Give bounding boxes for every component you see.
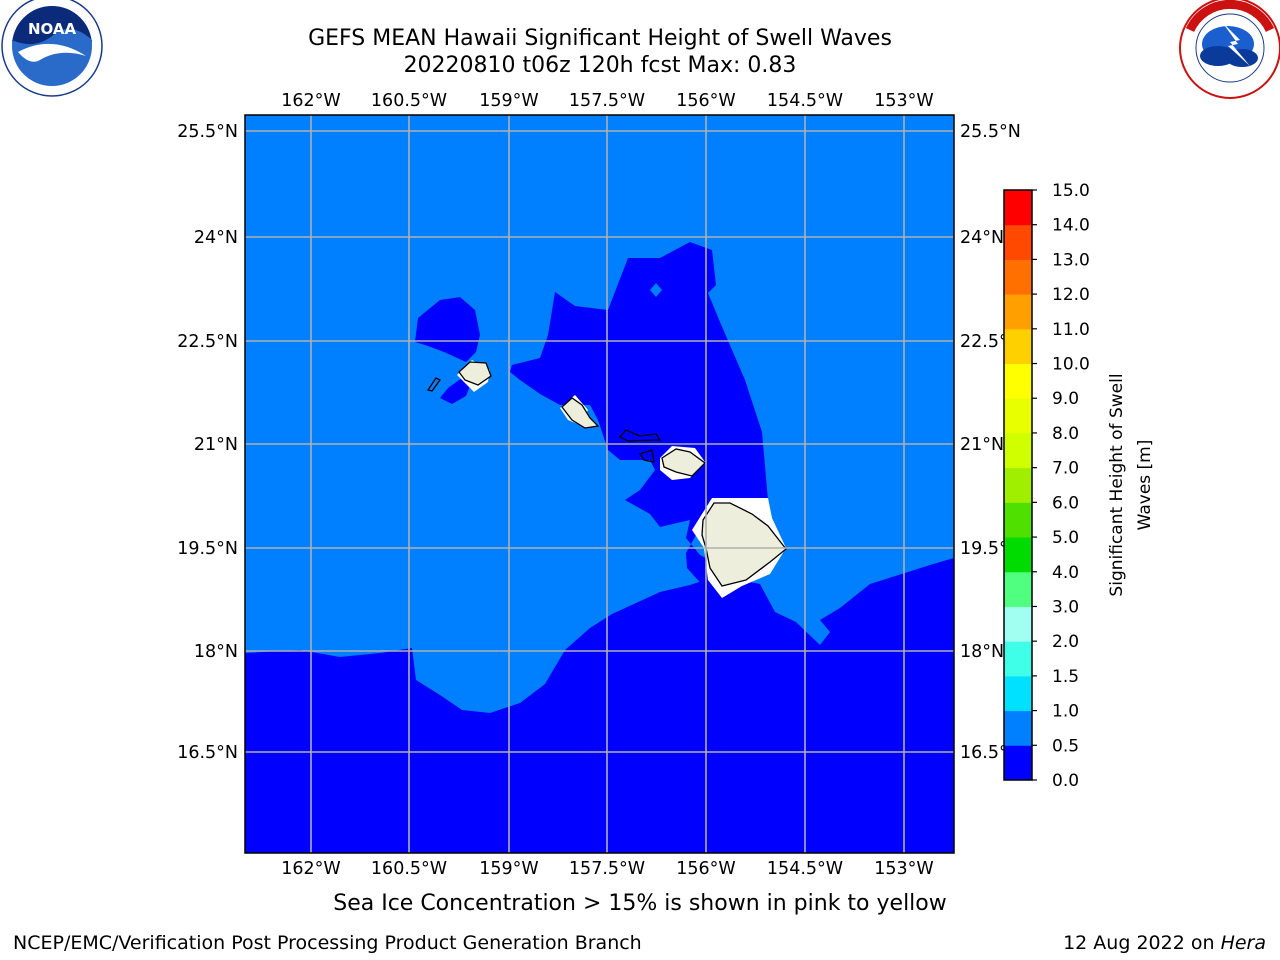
colorbar-label-line2: Waves [m] (1135, 440, 1155, 531)
colorbar-swatch (1004, 641, 1032, 677)
colorbar-swatch (1004, 224, 1032, 260)
noaa-logo-icon: NOAA (1, 0, 103, 97)
latitude-labels-left: 25.5°N 24°N 22.5°N 21°N 19.5°N 18°N 16.5°N (177, 122, 238, 763)
sea-ice-note: Sea Ice Concentration > 15% is shown in … (333, 891, 947, 916)
longitude-label: 162°W (281, 91, 340, 111)
latitude-label: 18°N (194, 642, 238, 662)
longitude-label: 159°W (479, 859, 538, 879)
colorbar-swatch (1004, 432, 1032, 469)
longitude-labels-top: 162°W 160.5°W 159°W 157.5°W 156°W 154.5°W 153°… (281, 91, 933, 111)
colorbar-label-line1: Significant Height of Swell (1107, 373, 1127, 596)
swell-field-0-0-5-south (245, 558, 954, 853)
longitude-label: 162°W (281, 859, 340, 879)
colorbar-tick-label: 13.0 (1052, 250, 1090, 270)
longitude-label: 156°W (676, 91, 735, 111)
colorbar-swatch (1004, 467, 1032, 503)
nws-logo-icon (1179, 0, 1280, 99)
latitude-label: 21°N (960, 435, 1004, 455)
colorbar-swatch (1004, 328, 1032, 365)
longitude-label: 160.5°W (371, 91, 447, 111)
colorbar-swatch (1004, 537, 1032, 573)
colorbar-swatch (1004, 710, 1032, 746)
colorbar-tick-label: 8.0 (1052, 424, 1079, 444)
colorbar-tick-label: 15.0 (1052, 181, 1090, 201)
longitude-label: 154.5°W (767, 91, 843, 111)
colorbar-tick-label: 2.0 (1052, 632, 1079, 652)
colorbar-tick-label: 6.0 (1052, 493, 1079, 513)
colorbar-tick-label: 5.0 (1052, 528, 1079, 548)
map-border (244, 114, 955, 854)
colorbar-tick-label: 7.0 (1052, 459, 1079, 479)
latitude-label: 24°N (194, 228, 238, 248)
latitude-label: 25.5°N (960, 122, 1021, 142)
colorbar-tick-label: 14.0 (1052, 216, 1090, 236)
longitude-labels-bottom: 162°W 160.5°W 159°W 157.5°W 156°W 154.5°W 153°… (281, 859, 933, 879)
latitude-label: 24°N (960, 228, 1004, 248)
longitude-label: 156°W (676, 859, 735, 879)
date-text: 12 Aug 2022 on Hera (1063, 932, 1266, 954)
colorbar-swatch (1004, 363, 1032, 399)
longitude-label: 157.5°W (569, 859, 645, 879)
colorbar-tick-label: 12.0 (1052, 285, 1090, 305)
swell-field-0-0-5-north (510, 242, 768, 588)
date-label: 12 Aug 2022 on (1063, 932, 1221, 954)
colorbar: 0.0 0.5 1.0 1.5 2.0 3.0 4.0 5.0 6.0 7.0 8.0 9.0 10.0… (1003, 181, 1090, 791)
swell-field-0-0-5-kauai (415, 297, 480, 362)
colorbar-swatch (1004, 675, 1032, 712)
colorbar-tick-label: 3.0 (1052, 597, 1079, 617)
colorbar-tick-label: 0.5 (1052, 736, 1079, 756)
latitude-label: 19.5°N (177, 539, 238, 559)
colorbar-tick-label: 1.5 (1052, 667, 1079, 687)
longitude-label: 153°W (874, 859, 933, 879)
longitude-label: 160.5°W (371, 859, 447, 879)
map-panel (244, 114, 955, 854)
colorbar-swatch (1004, 606, 1032, 642)
colorbar-swatch (1004, 294, 1032, 330)
machine-name: Hera (1220, 932, 1266, 954)
colorbar-swatch (1004, 398, 1032, 434)
colorbar-tick-label: 4.0 (1052, 563, 1079, 583)
latitude-label: 21°N (194, 435, 238, 455)
colorbar-swatch (1004, 259, 1032, 295)
latitude-label: 22.5°N (177, 332, 238, 352)
latitude-label: 16.5°N (177, 743, 238, 763)
latitude-label: 18°N (960, 642, 1004, 662)
colorbar-swatch (1004, 502, 1032, 538)
colorbar-tick-label: 11.0 (1052, 320, 1090, 340)
colorbar-tick-label: 0.0 (1052, 771, 1079, 791)
credit-text: NCEP/EMC/Verification Post Processing Pr… (13, 932, 642, 954)
chart-title: GEFS MEAN Hawaii Significant Height of S… (308, 26, 892, 51)
colorbar-swatch (1004, 745, 1032, 781)
colorbar-tick-label: 1.0 (1052, 702, 1079, 722)
graticule (245, 115, 954, 853)
longitude-label: 154.5°W (767, 859, 843, 879)
longitude-label: 157.5°W (569, 91, 645, 111)
chart-subtitle: 20220810 t06z 120h fcst Max: 0.83 (403, 53, 797, 78)
longitude-label: 153°W (874, 91, 933, 111)
svg-text:NOAA: NOAA (28, 20, 77, 38)
colorbar-tick-label: 9.0 (1052, 389, 1079, 409)
colorbar-swatch (1004, 190, 1032, 226)
colorbar-swatch (1004, 571, 1032, 607)
latitude-label: 25.5°N (177, 122, 238, 142)
longitude-label: 159°W (479, 91, 538, 111)
colorbar-tick-label: 10.0 (1052, 355, 1090, 375)
